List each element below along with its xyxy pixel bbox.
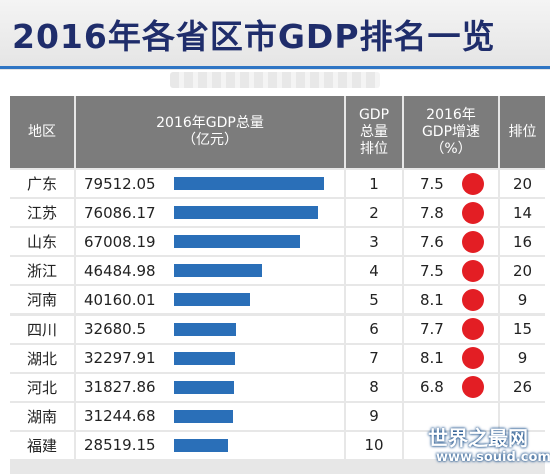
watermark-name: 世界之最网 [428, 426, 528, 450]
cell-gdp-rank: 1 [346, 170, 402, 198]
header-gdp-total: 2016年GDP总量 （亿元） [76, 96, 344, 168]
cell-growth-rank: 9 [500, 344, 545, 372]
cell-gdp: 67008.19 [76, 228, 344, 256]
gdp-bar [174, 177, 324, 191]
growth-value-label: 6.8 [420, 378, 444, 397]
gdp-bar [174, 322, 236, 336]
cell-growth: 8.1 [404, 286, 498, 314]
cell-growth-rank: 9 [500, 286, 545, 314]
cell-growth-rank: 20 [500, 257, 545, 285]
gdp-bar [174, 351, 235, 365]
cell-gdp: 31244.68 [76, 402, 344, 430]
cell-gdp-rank: 4 [346, 257, 402, 285]
cell-region: 江苏 [10, 199, 74, 227]
gdp-value-label: 46484.98 [84, 261, 156, 280]
cell-gdp: 46484.98 [76, 257, 344, 285]
gdp-bar [174, 264, 262, 278]
cell-growth: 6.8 [404, 373, 498, 401]
cell-gdp: 79512.05 [76, 170, 344, 198]
cell-growth-rank: 14 [500, 199, 545, 227]
cell-gdp: 32680.5 [76, 315, 344, 343]
growth-dot [462, 172, 484, 195]
gdp-bar [174, 380, 235, 394]
cell-gdp-rank: 8 [346, 373, 402, 401]
cell-gdp: 31827.86 [76, 373, 344, 401]
cell-region: 山东 [10, 228, 74, 256]
cell-growth-rank: 16 [500, 228, 545, 256]
cell-gdp: 28519.15 [76, 431, 344, 459]
header-growth-rank: 排位 [500, 96, 545, 168]
gdp-value-label: 32680.5 [84, 320, 147, 339]
growth-dot [462, 230, 484, 253]
gdp-table: 地区 2016年GDP总量 （亿元） GDP 总量 排位 2016年 GDP增速 （%… [10, 96, 545, 474]
gdp-value-label: 32297.91 [84, 349, 156, 368]
watermark-url: www.souid.com [436, 450, 550, 465]
cell-gdp-rank: 3 [346, 228, 402, 256]
growth-value-label: 7.8 [420, 203, 444, 222]
cell-gdp-rank: 7 [346, 344, 402, 372]
page-title: 2016年各省区市GDP排名一览 [12, 17, 496, 56]
gdp-value-label: 67008.19 [84, 232, 156, 251]
growth-value-label: 8.1 [420, 349, 444, 368]
title-underline [0, 66, 550, 69]
cell-growth: 8.1 [404, 344, 498, 372]
gdp-value-label: 76086.17 [84, 203, 156, 222]
cell-gdp-rank: 6 [346, 315, 402, 343]
gdp-bar [174, 438, 228, 452]
cell-gdp-rank: 5 [346, 286, 402, 314]
cell-region: 河南 [10, 286, 74, 314]
growth-dot [462, 201, 484, 224]
cell-region: 四川 [10, 315, 74, 343]
cell-growth-rank: 20 [500, 170, 545, 198]
cell-region: 广东 [10, 170, 74, 198]
cell-growth: 7.5 [404, 170, 498, 198]
cell-gdp-rank: 2 [346, 199, 402, 227]
growth-value-label: 7.5 [420, 261, 444, 280]
cell-region: 浙江 [10, 257, 74, 285]
cell-growth-rank: 26 [500, 373, 545, 401]
cell-region: 湖南 [10, 402, 74, 430]
growth-dot [462, 347, 484, 370]
gdp-value-label: 31244.68 [84, 407, 156, 426]
gdp-bar [174, 293, 250, 307]
cell-region: 湖北 [10, 344, 74, 372]
cell-growth-rank [500, 402, 545, 430]
growth-value-label: 7.5 [420, 174, 444, 193]
growth-value-label: 8.1 [420, 290, 444, 309]
cell-growth: 7.8 [404, 199, 498, 227]
cell-region: 河北 [10, 373, 74, 401]
blurred-watermark [170, 72, 380, 88]
growth-dot [462, 376, 484, 399]
cell-gdp: 76086.17 [76, 199, 344, 227]
cell-growth [404, 431, 498, 459]
header-growth: 2016年 GDP增速 （%） [404, 96, 498, 168]
header-gdp-rank: GDP 总量 排位 [346, 96, 402, 168]
growth-dot [462, 288, 484, 311]
cell-gdp-rank: 10 [346, 431, 402, 459]
growth-value-label: 7.6 [420, 232, 444, 251]
gdp-bar [174, 206, 318, 220]
title-bar: 2016年各省区市GDP排名一览 [0, 0, 550, 70]
cell-gdp-rank: 9 [346, 402, 402, 430]
cell-growth: 7.6 [404, 228, 498, 256]
gdp-value-label: 31827.86 [84, 378, 156, 397]
gdp-bar [174, 409, 233, 423]
cell-growth [404, 402, 498, 430]
cell-growth-rank [500, 431, 545, 459]
growth-dot [462, 318, 484, 341]
gdp-value-label: 40160.01 [84, 290, 156, 309]
cell-growth: 7.7 [404, 315, 498, 343]
cell-region: 福建 [10, 431, 74, 459]
header-region: 地区 [10, 96, 74, 168]
gdp-value-label: 28519.15 [84, 436, 156, 455]
cell-gdp: 32297.91 [76, 344, 344, 372]
cell-growth-rank: 15 [500, 315, 545, 343]
cell-gdp: 40160.01 [76, 286, 344, 314]
site-watermark-logo: 世界之最网 www.souid.com [428, 422, 550, 474]
gdp-value-label: 79512.05 [84, 174, 156, 193]
gdp-bar [174, 235, 301, 249]
growth-value-label: 7.7 [420, 320, 444, 339]
cell-growth: 7.5 [404, 257, 498, 285]
growth-dot [462, 259, 484, 282]
